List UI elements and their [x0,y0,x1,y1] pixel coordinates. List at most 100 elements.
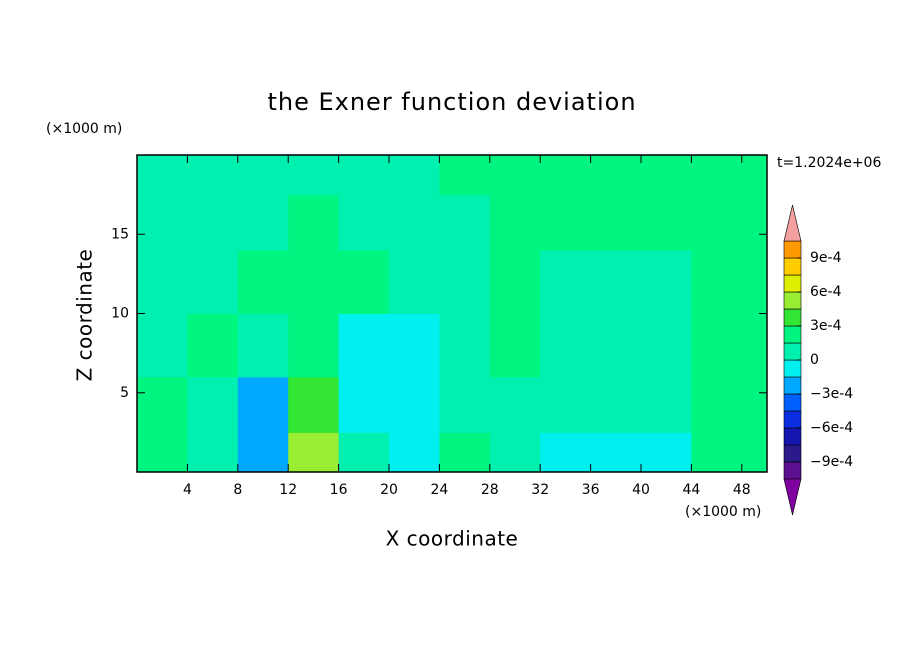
field-cell [338,155,390,196]
colorbar-tick-label: −6e-4 [810,420,853,436]
colorbar-tick-label: −3e-4 [810,386,853,402]
x-tick-label: 16 [330,482,348,498]
colorbar-over [783,204,802,242]
field-cell [590,432,642,473]
y-tick-label: 5 [120,385,129,401]
colorbar-box [783,274,802,293]
field-cell [540,432,592,473]
x-tick-label: 36 [582,482,600,498]
field-cell [489,376,541,433]
x-axis-label: X coordinate [386,527,519,551]
field-cell [641,432,692,473]
field-cell [540,250,592,314]
field-cell [288,376,340,433]
colorbar-tick-label: 0 [810,352,819,368]
x-tick-label: 44 [682,482,700,498]
field-cell [237,313,289,378]
field-cell [338,376,390,433]
colorbar-under [783,478,802,516]
field-cell [288,432,340,473]
field-cell [691,155,768,196]
colorbar-tick-label: −9e-4 [810,454,853,470]
field-cell [389,155,440,196]
field-cell [137,194,188,251]
field-cell [489,250,541,314]
field-cell [187,313,239,378]
field-cell [288,250,340,314]
x-tick-label: 48 [733,482,751,498]
field-cell [389,432,440,473]
field-cell [641,376,692,433]
field-cell [338,313,390,378]
field-cell [691,250,768,314]
field-cell [489,194,541,251]
field-cell [237,250,289,314]
colorbar-box [783,444,802,463]
field-cell [137,432,188,473]
field-cell [691,376,768,433]
field-cell [389,250,440,314]
y-axis-label: Z coordinate [73,249,97,382]
colorbar-tick-label: 6e-4 [810,284,842,300]
colorbar-box [783,410,802,429]
colorbar-tick-label: 9e-4 [810,250,842,266]
field-cell [288,155,340,196]
field-cell [590,194,642,251]
x-tick-label: 12 [279,482,297,498]
field-cell [288,313,340,378]
colorbar-box [783,308,802,327]
field-cell [590,155,642,196]
field-cell [237,194,289,251]
field-cell [439,376,491,433]
field-cell [590,313,642,378]
colorbar-box [783,257,802,276]
field-cell [641,194,692,251]
field-cell [691,432,768,473]
field-cell [237,432,289,473]
field-cell [389,376,440,433]
field-cell [187,155,239,196]
y-tick-label: 15 [111,226,129,242]
axes [136,154,768,473]
x-tick-label: 32 [531,482,549,498]
x-tick-label: 4 [183,482,192,498]
colorbar-box [783,461,802,480]
field-cell [540,194,592,251]
field-cell [187,250,239,314]
field-cell [439,432,491,473]
field-cell [237,376,289,433]
field-cell [288,194,340,251]
field-cell [187,376,239,433]
field-cell [641,155,692,196]
field-cell [338,432,390,473]
field-cell [590,250,642,314]
field-cell [137,155,188,196]
field-cell [439,313,491,378]
colorbar-box [783,376,802,395]
field-cell [137,313,188,378]
field-cell [137,250,188,314]
colorbar-tick-label: 3e-4 [810,318,842,334]
annotation: t=1.2024e+06 [777,155,881,171]
field-cell [540,376,592,433]
colorbar-box [783,427,802,446]
field-cell [187,194,239,251]
field-cell [590,376,642,433]
field-cell [489,155,541,196]
field-cell [691,313,768,378]
field-cell [439,194,491,251]
field-cell [187,432,239,473]
field-cell [641,313,692,378]
chart-title: the Exner function deviation [267,88,636,116]
field-cell [641,250,692,314]
field-cell [338,250,390,314]
field [137,155,768,473]
field-cell [137,376,188,433]
field-cell [540,155,592,196]
colorbar-box [783,359,802,378]
colorbar-box [783,325,802,344]
colorbar-box [783,342,802,361]
y-unit: (×1000 m) [46,121,122,137]
field-cell [389,313,440,378]
